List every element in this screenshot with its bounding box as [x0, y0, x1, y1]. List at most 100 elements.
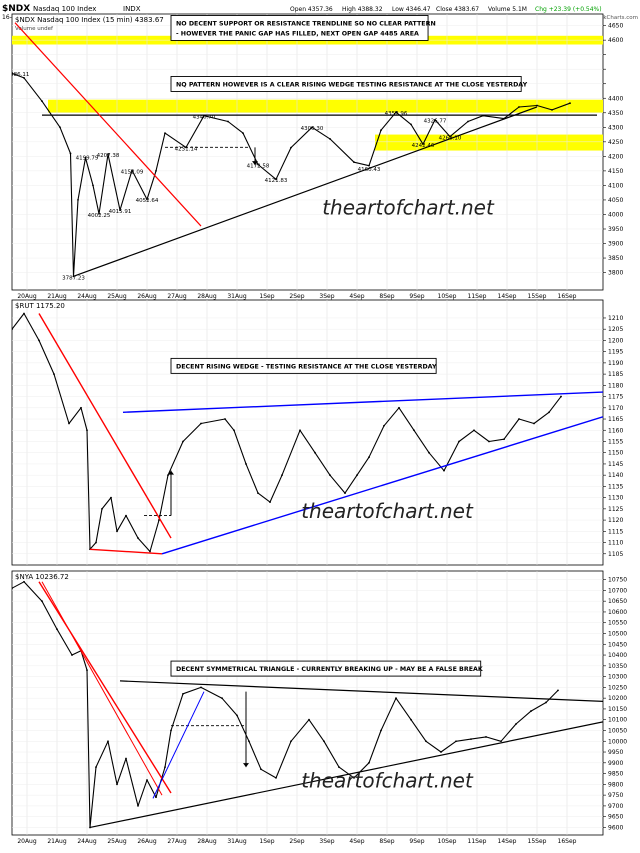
y-tick-label: 10400: [608, 652, 627, 659]
price-point: [167, 474, 169, 477]
price-point: [329, 474, 331, 477]
price-point: [470, 738, 472, 740]
price-point: [80, 406, 82, 409]
y-tick-label: 10350: [608, 663, 627, 670]
price-point: [422, 143, 424, 146]
trendline: [38, 581, 172, 794]
y-tick-label: 1135: [608, 483, 623, 490]
price-point: [548, 411, 550, 414]
price-point: [368, 164, 370, 167]
x-tick-label: 8Sep: [379, 293, 394, 300]
x-tick-label: 25Aug: [107, 838, 127, 845]
y-tick-label: 4100: [608, 182, 623, 189]
y-tick-label: 4250: [608, 139, 623, 146]
y-tick-label: 3850: [608, 255, 623, 262]
y-tick-label: 10250: [608, 684, 627, 691]
y-tick-label: 1145: [608, 461, 623, 468]
annotation-line: DECENT RISING WEDGE - TESTING RESISTANCE…: [176, 363, 437, 370]
price-point: [69, 152, 72, 155]
y-tick-label: 1155: [608, 438, 623, 445]
y-tick-label: 4350: [608, 110, 623, 117]
trendline: [161, 416, 603, 555]
price-point: [101, 507, 103, 510]
annotation-frame: [170, 357, 437, 374]
price-point: [71, 654, 73, 656]
price-point: [200, 686, 202, 689]
x-tick-label: 2Sep: [289, 293, 304, 300]
trendline: [119, 680, 603, 702]
price-point: [84, 156, 87, 159]
price-point: [488, 440, 490, 443]
price-point: [443, 469, 445, 472]
x-tick-label: 27Aug: [167, 838, 187, 845]
y-tick-label: 10600: [608, 609, 627, 616]
price-label: 4242.46: [412, 143, 435, 149]
y-tick-label: 4200: [608, 153, 623, 160]
y-tick-label: 10450: [608, 641, 627, 648]
price-point: [200, 422, 202, 425]
y-tick-label: 4300: [608, 124, 623, 131]
price-point: [383, 424, 385, 427]
annotation-text: NO DECENT SUPPORT OR RESISTANCE TRENDLIN…: [176, 20, 436, 37]
price-point: [137, 537, 139, 539]
panel-legend: Volume undef: [15, 26, 54, 32]
y-tick-label: 1170: [608, 405, 623, 412]
price-point: [518, 418, 520, 420]
price-point: [368, 456, 370, 459]
x-tick-label: 26Aug: [137, 293, 157, 300]
x-tick-label: 21Aug: [47, 838, 67, 845]
price-point: [323, 740, 325, 743]
price-point: [467, 120, 469, 123]
price-point: [149, 550, 151, 553]
y-tick-label: 9600: [608, 824, 623, 831]
price-label: 4231.14: [175, 146, 198, 152]
y-tick-label: 9650: [608, 814, 623, 821]
price-point: [137, 805, 139, 807]
price-point: [410, 123, 412, 126]
price-point: [77, 199, 79, 201]
price-point: [551, 108, 553, 111]
price-label: 3787.23: [62, 275, 85, 281]
price-point: [257, 492, 259, 495]
header-low: Low 4346.47: [392, 6, 431, 13]
y-tick-label: 10200: [608, 695, 627, 702]
price-point: [86, 429, 88, 432]
price-point: [440, 751, 442, 753]
highlight-band: [48, 99, 603, 113]
price-point: [164, 766, 166, 769]
y-tick-label: 1140: [608, 472, 623, 479]
price-series-line: [12, 72, 571, 277]
price-point: [59, 126, 61, 129]
price-point: [125, 514, 127, 517]
price-label: 4015.91: [109, 209, 132, 215]
x-tick-label: 21Aug: [47, 293, 67, 300]
price-point: [380, 129, 382, 132]
watermark: theartofchart.net: [301, 499, 474, 523]
price-point: [275, 776, 277, 779]
price-point: [146, 198, 148, 201]
price-point: [170, 729, 172, 732]
y-tick-label: 1160: [608, 427, 623, 434]
panel-3: 9600 9650 9700 9750 9800 9850 9900 9950 10000 100…: [11, 570, 627, 836]
price-point: [428, 451, 430, 454]
x-tick-label: 24Aug: [77, 293, 97, 300]
y-tick-label: 4050: [608, 197, 623, 204]
y-tick-label: 4400: [608, 95, 623, 102]
price-point: [356, 474, 358, 477]
x-tick-label: 4Sep: [349, 838, 364, 845]
price-point: [12, 72, 13, 75]
price-point: [308, 718, 310, 721]
y-tick-label: 10050: [608, 727, 627, 734]
x-tick-label: 4Sep: [349, 293, 364, 300]
annotation-box: NQ PATTERN HOWEVER IS A CLEAR RISING WED…: [170, 76, 528, 92]
price-point: [515, 723, 517, 725]
y-tick-label: 1185: [608, 371, 623, 378]
trendline: [38, 313, 172, 539]
price-point: [425, 740, 427, 743]
trendline: [89, 721, 603, 829]
price-point: [131, 169, 133, 172]
watermark: theartofchart.net: [322, 195, 495, 219]
price-point: [329, 138, 331, 140]
price-point: [155, 796, 157, 799]
